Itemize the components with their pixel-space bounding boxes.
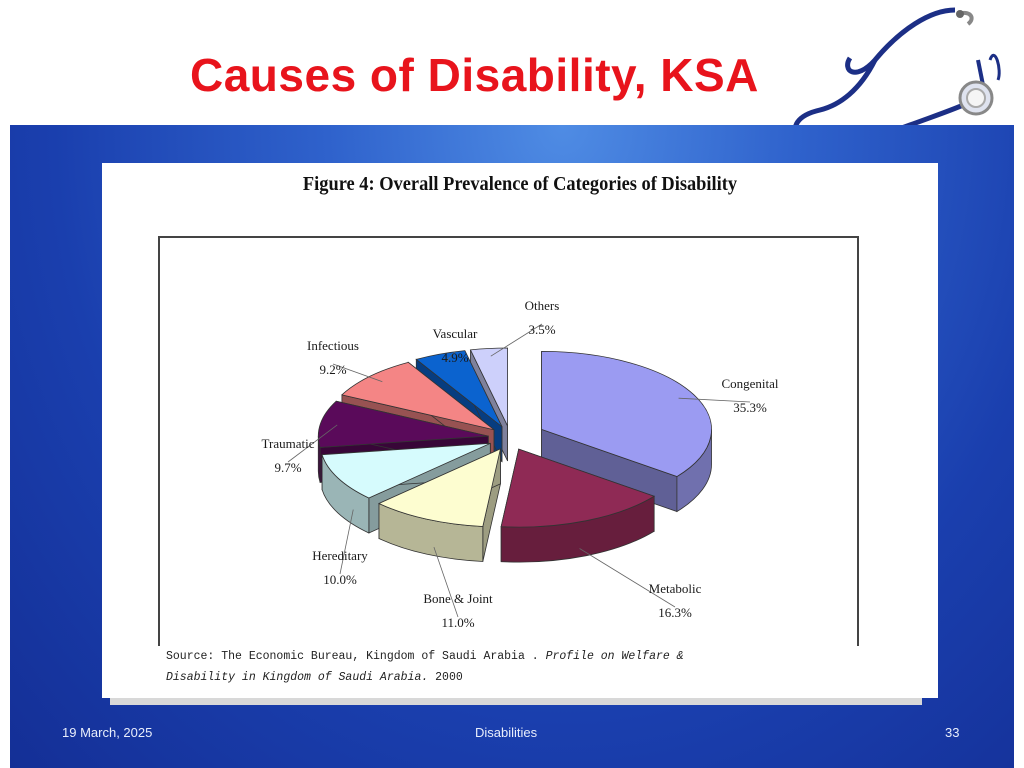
slice-value-metabolic: 16.3% (658, 605, 692, 620)
slice-label-infectious: Infectious (307, 338, 359, 353)
slice-label-congenital: Congenital (721, 376, 778, 391)
leader-line-others (490, 323, 543, 357)
leader-line-bone-joint (433, 546, 459, 618)
pie-chart: Congenital 35.3% Metabolic 16.3% Bone & Join… (262, 298, 779, 630)
slice-label-traumatic: Traumatic (262, 436, 315, 451)
slice-value-vascular: 4.9% (441, 350, 468, 365)
pie-slice-bone-joint (378, 448, 502, 562)
source-title-part2: Disability in Kingdom of Saudi Arabia. (166, 671, 429, 684)
leader-line-vascular (445, 351, 456, 362)
slice-value-infectious: 9.2% (319, 362, 346, 377)
slide-title: Causes of Disability, KSA (190, 49, 759, 101)
leader-line-infectious (332, 363, 383, 383)
source-line-2: Disability in Kingdom of Saudi Arabia. 2… (166, 667, 886, 688)
leader-line-congenital (678, 397, 751, 403)
slice-value-traumatic: 9.7% (274, 460, 301, 475)
page-number: 33 (945, 725, 960, 740)
leader-line-metabolic (579, 548, 676, 608)
slice-label-vascular: Vascular (433, 326, 478, 341)
footer-date: 19 March, 2025 (62, 725, 153, 740)
slice-value-bone-joint: 11.0% (441, 615, 474, 630)
slice-value-congenital: 35.3% (733, 400, 767, 415)
slice-label-hereditary: Hereditary (312, 548, 368, 563)
figure-card: Figure 4: Overall Prevalence of Categori… (102, 163, 938, 698)
slice-label-others: Others (525, 298, 560, 313)
slice-label-metabolic: Metabolic (649, 581, 702, 596)
source-note: Source: The Economic Bureau, Kingdom of … (166, 646, 886, 688)
source-title-part1: Profile on Welfare & (545, 650, 684, 663)
figure-title: Figure 4: Overall Prevalence of Categori… (302, 173, 738, 195)
source-line-1: Source: The Economic Bureau, Kingdom of … (166, 646, 886, 667)
footer-title: Disabilities (475, 725, 538, 740)
slice-value-others: 3.5% (528, 322, 555, 337)
slice-label-bone-joint: Bone & Joint (423, 591, 493, 606)
pie-slice-metabolic (500, 448, 656, 563)
slice-value-hereditary: 10.0% (323, 572, 357, 587)
source-publisher: Source: The Economic Bureau, Kingdom of … (166, 650, 546, 663)
pie-slice-congenital (541, 350, 712, 513)
source-year: 2000 (428, 671, 463, 684)
leader-line-hereditary (339, 509, 354, 575)
chart-frame: Congenital 35.3% Metabolic 16.3% Bone & Join… (158, 236, 859, 646)
leader-line-traumatic (287, 424, 338, 463)
